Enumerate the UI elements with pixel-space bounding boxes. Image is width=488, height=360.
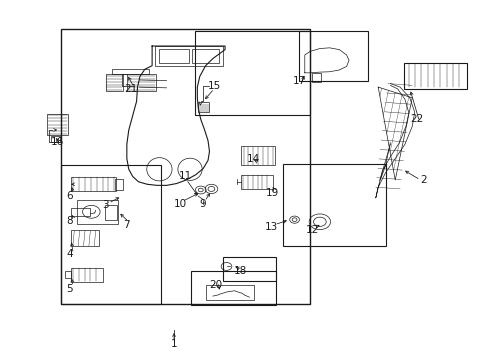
Text: 20: 20 [208, 280, 222, 290]
Bar [241, 147, 275, 165]
Bar [106, 74, 122, 91]
Bar [155, 46, 223, 66]
Text: 19: 19 [265, 188, 279, 198]
Bar [71, 230, 99, 246]
Text: 22: 22 [409, 114, 423, 124]
Text: 16: 16 [51, 137, 64, 147]
Text: 10: 10 [173, 199, 186, 209]
Text: 2: 2 [419, 175, 426, 185]
Bar [126, 74, 156, 91]
Bar [159, 49, 188, 63]
Bar [222, 257, 276, 281]
Text: 4: 4 [66, 249, 73, 259]
Text: 7: 7 [123, 220, 130, 230]
Bar [205, 285, 254, 300]
Bar [47, 114, 67, 135]
Bar [77, 201, 118, 224]
Bar [51, 136, 60, 143]
Bar [311, 73, 321, 82]
Text: 6: 6 [66, 191, 73, 201]
Bar [71, 207, 90, 216]
Bar [105, 205, 117, 220]
Bar [195, 31, 309, 115]
Text: 15: 15 [207, 81, 221, 91]
Bar [403, 63, 466, 89]
Text: 8: 8 [66, 216, 73, 226]
Text: 9: 9 [199, 199, 205, 209]
Text: 17: 17 [292, 76, 305, 86]
Bar [115, 179, 123, 190]
Bar [71, 267, 102, 282]
Bar [112, 69, 148, 74]
Bar [61, 29, 309, 304]
Bar [283, 164, 385, 246]
Text: 21: 21 [124, 84, 138, 94]
Bar [64, 271, 71, 278]
Text: 18: 18 [233, 266, 247, 276]
Text: 14: 14 [246, 154, 259, 164]
Bar [61, 165, 161, 304]
Text: 5: 5 [66, 284, 73, 294]
Bar [71, 177, 116, 192]
Bar [192, 49, 219, 63]
Bar [198, 102, 208, 112]
Text: 3: 3 [102, 200, 109, 210]
Text: 12: 12 [305, 225, 319, 235]
Text: 1: 1 [170, 339, 177, 349]
Bar [191, 271, 276, 305]
Text: 11: 11 [178, 171, 191, 181]
Bar [241, 175, 272, 189]
Text: 13: 13 [264, 222, 277, 232]
Bar [299, 31, 367, 81]
